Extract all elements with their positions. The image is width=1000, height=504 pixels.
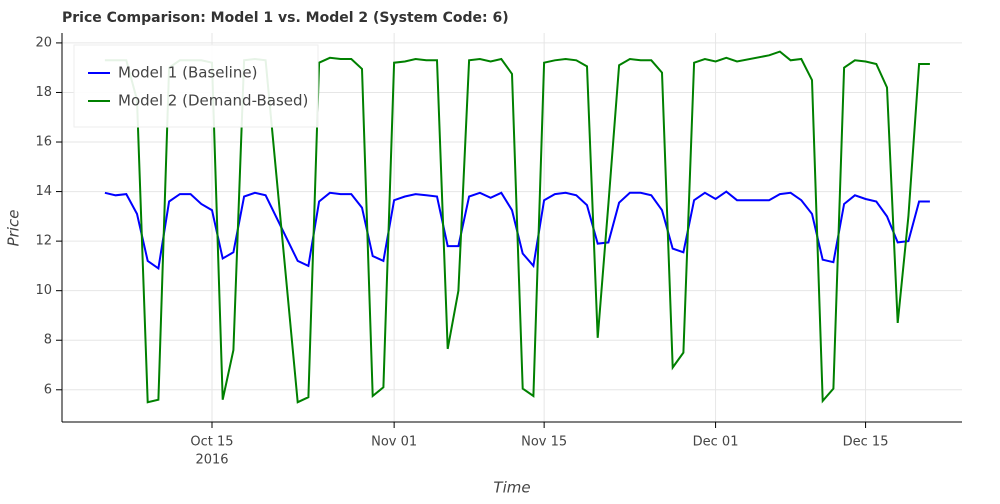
legend-box	[73, 44, 319, 128]
x-tick-label: Dec 01	[693, 435, 739, 450]
chart-title: Price Comparison: Model 1 vs. Model 2 (S…	[62, 10, 509, 26]
y-tick-label: 16	[35, 135, 52, 150]
x-year-label: 2016	[195, 453, 228, 468]
y-axis-label: Price	[5, 210, 23, 247]
y-tick-label: 14	[35, 184, 52, 199]
x-tick-label: Oct 15	[190, 435, 233, 450]
x-tick-label: Nov 01	[371, 435, 417, 450]
x-tick-label: Nov 15	[521, 435, 567, 450]
x-axis-label: Time	[493, 479, 530, 497]
x-tick-label: Dec 15	[843, 435, 889, 450]
y-tick-label: 12	[35, 234, 52, 249]
y-tick-label: 10	[35, 283, 52, 298]
y-tick-label: 18	[35, 85, 52, 100]
legend-label: Model 1 (Baseline)	[118, 64, 257, 82]
legend: Model 1 (Baseline) Model 2 (Demand-Based)	[73, 44, 319, 128]
legend-label: Model 2 (Demand-Based)	[118, 92, 308, 110]
y-tick-label: 20	[35, 35, 52, 50]
y-tick-label: 6	[44, 382, 52, 397]
y-tick-label: 8	[44, 333, 52, 348]
series-line	[104, 50, 930, 404]
